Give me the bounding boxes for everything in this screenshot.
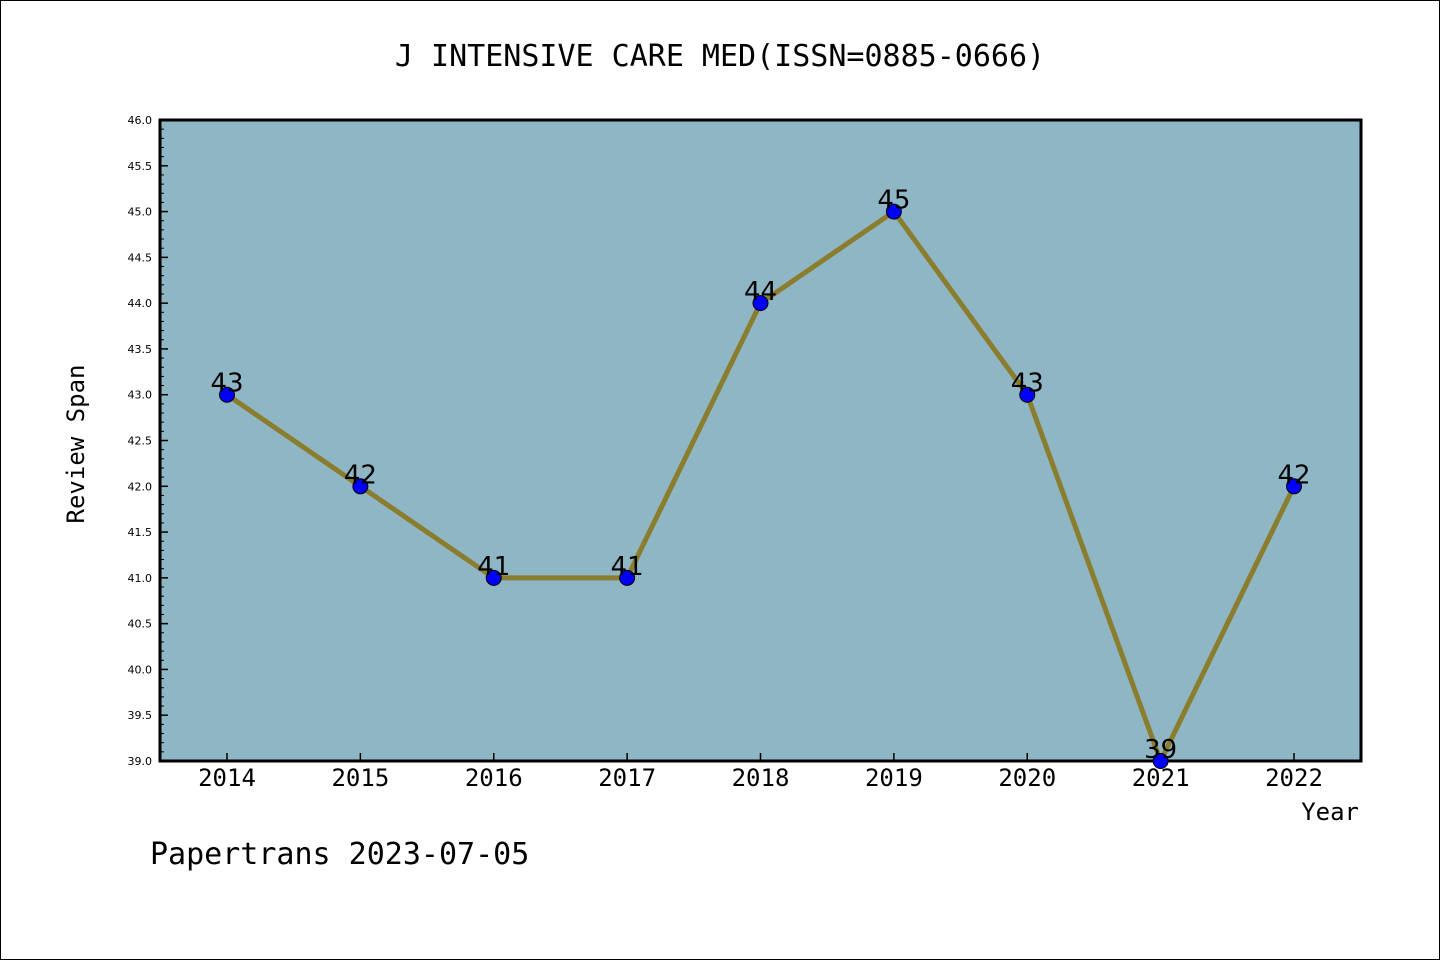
y-tick-label: 41.5 [128,526,153,539]
x-tick-label: 2017 [598,764,656,792]
x-tick-label: 2020 [998,764,1056,792]
data-label: 41 [611,552,644,582]
plot-area [158,118,1363,763]
y-tick-label: 42.0 [128,480,153,493]
data-point [885,203,902,220]
x-tick-label: 2019 [865,764,923,792]
y-tick-label: 42.5 [128,435,153,448]
footer-text: Papertrans 2023-07-05 [150,837,529,872]
y-axis-label: Review Span [62,365,90,524]
series-line-group [219,203,1302,769]
x-tick-label: 2015 [331,764,389,792]
y-axis: 39.0 39.5 40.0 40.5 41.0 41.5 42.0 42.5 43.0 43.5… [128,114,168,768]
y-tick-label: 44.0 [128,297,153,310]
data-point [1152,753,1169,769]
x-axis-label: Year [1301,798,1359,826]
data-point [352,478,369,495]
data-point [1286,478,1302,495]
data-label: 39 [1144,735,1177,765]
y-tick-label: 39.0 [128,755,153,768]
data-point [752,295,769,312]
data-label: 41 [477,552,510,582]
y-tick-label: 41.0 [128,572,153,585]
y-tick-label: 40.5 [128,618,153,631]
data-label: 42 [344,460,377,490]
data-point [219,386,235,403]
y-tick-label: 45.5 [128,160,153,173]
x-axis: 2014 2015 2016 2017 2018 2019 2020 2021 2022 [198,753,1323,792]
y-tick-label: 40.0 [128,663,153,676]
data-point [619,569,636,586]
y-tick-label: 39.5 [128,709,153,722]
data-label: 42 [1277,460,1310,490]
x-tick-label: 2022 [1265,764,1323,792]
x-tick-label: 2014 [198,764,256,792]
x-tick-label: 2016 [465,764,523,792]
data-label: 44 [744,277,777,307]
chart-title: J INTENSIVE CARE MED(ISSN=0885-0666) [395,39,1045,74]
data-label-group: 43 42 41 41 44 45 43 39 42 [210,186,1310,765]
y-tick-label: 44.5 [128,251,153,264]
data-point [1019,386,1036,403]
y-tick-label: 46.0 [128,114,153,127]
y-tick-label: 43.0 [128,389,153,402]
data-label: 43 [210,369,243,399]
x-tick-label: 2018 [732,764,790,792]
data-label: 45 [877,186,910,216]
data-point [485,569,502,586]
data-label: 43 [1011,369,1044,399]
y-tick-label: 43.5 [128,343,153,356]
y-tick-label: 45.0 [128,206,153,219]
